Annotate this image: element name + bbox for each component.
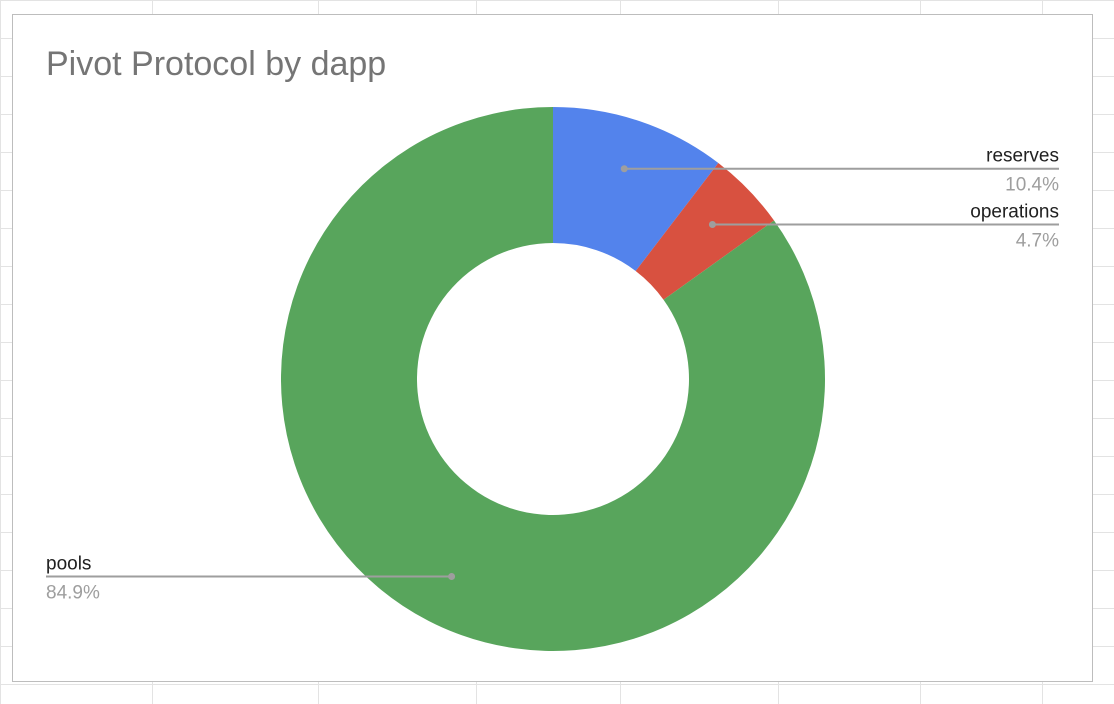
leader-dot-reserves xyxy=(620,165,628,173)
donut-slices xyxy=(280,107,825,651)
chart-title: Pivot Protocol by dapp xyxy=(46,45,387,83)
slice-percent-operations: 4.7% xyxy=(1016,231,1059,252)
leader-dot-operations xyxy=(708,221,716,229)
slice-label-reserves: reserves xyxy=(986,146,1059,167)
slice-percent-reserves: 10.4% xyxy=(1005,175,1059,196)
chart-container[interactable]: Pivot Protocol by dapp reserves 10.4% oper… xyxy=(12,14,1093,682)
slice-pools[interactable] xyxy=(280,107,825,651)
slice-label-operations: operations xyxy=(970,202,1059,223)
donut-chart: reserves 10.4% operations 4.7% pools 84.9% xyxy=(46,107,1059,651)
slice-label-pools: pools xyxy=(46,553,91,574)
slice-operations[interactable] xyxy=(635,163,775,300)
slice-labels: reserves 10.4% operations 4.7% pools 84.9% xyxy=(46,146,1059,603)
slice-percent-pools: 84.9% xyxy=(46,582,100,603)
slice-reserves[interactable] xyxy=(553,107,719,272)
leader-dot-pools xyxy=(448,572,456,580)
